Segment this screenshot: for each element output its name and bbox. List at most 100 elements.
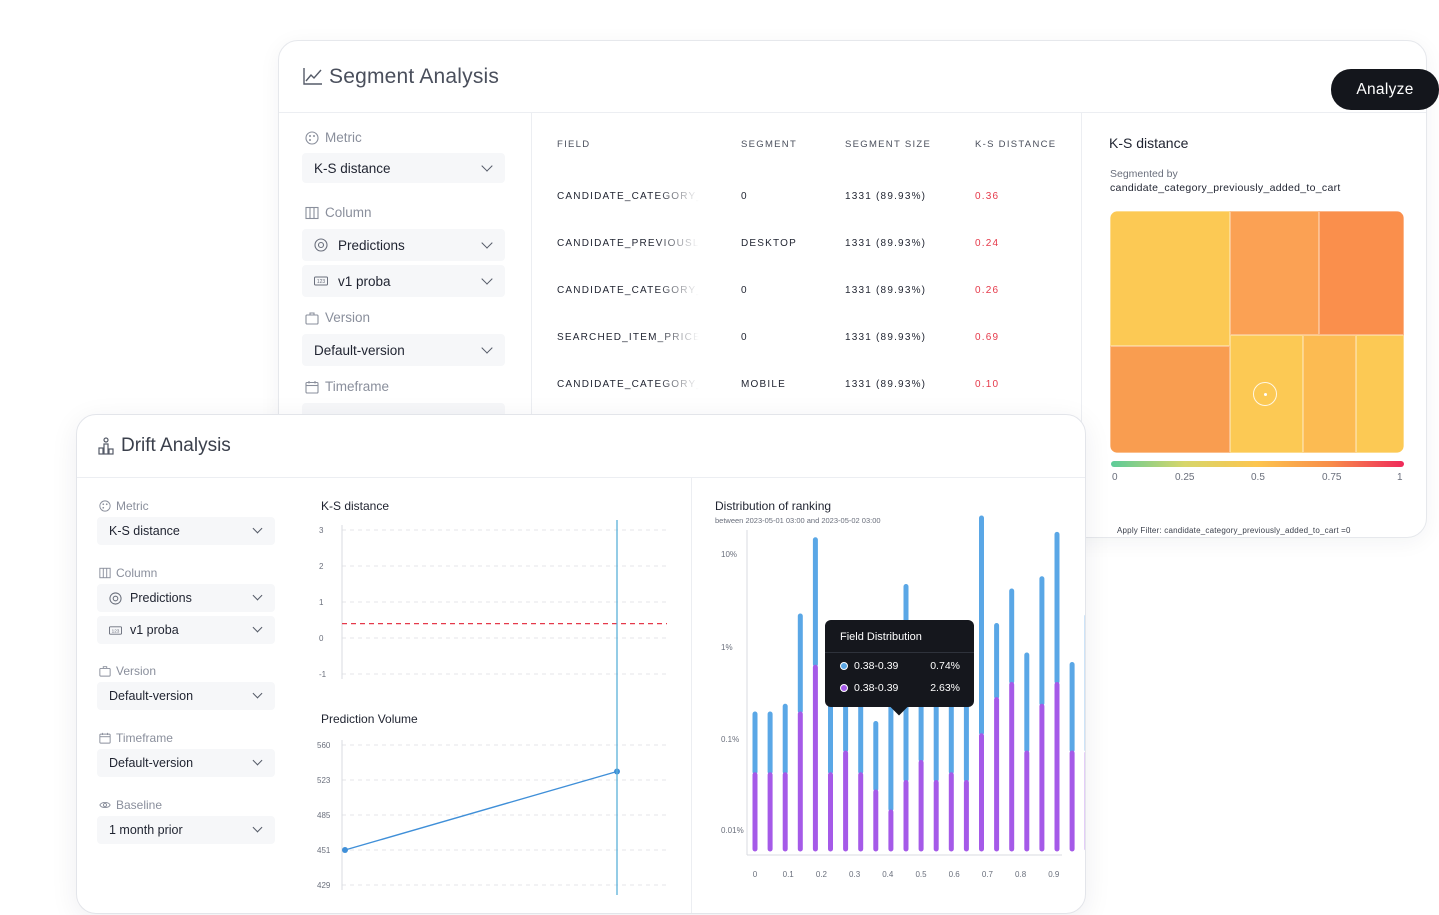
version-select[interactable]: Default-version xyxy=(97,682,275,710)
cell-field: CANDIDATE_PREVIOUSLY xyxy=(557,238,699,249)
briefcase-icon xyxy=(305,311,319,325)
volume-chart-title: Prediction Volume xyxy=(321,712,418,726)
tooltip-row-label: 0.38-0.39 xyxy=(854,682,899,694)
column-select-2-value: v1 proba xyxy=(338,273,391,289)
metric-label-text: Metric xyxy=(116,499,149,513)
cell-segment: 0 xyxy=(741,332,748,343)
segment-analysis-header: Segment Analysis xyxy=(279,41,1426,113)
y-tick-label: 429 xyxy=(317,881,331,890)
baseline-select[interactable]: 1 month prior xyxy=(97,816,275,844)
cell-field: SEARCHED_ITEM_PRICE_ xyxy=(557,332,699,343)
treemap-cell[interactable] xyxy=(1303,335,1356,453)
timeframe-select[interactable]: Default-version xyxy=(97,749,275,777)
balance-icon xyxy=(98,437,114,455)
column-select-1-value: Predictions xyxy=(130,591,192,605)
ks-distance-chart[interactable]: 3 2 1 0 -1 xyxy=(317,520,677,700)
cell-field: CANDIDATE_CATEGORY_ xyxy=(557,379,699,390)
metric-select[interactable]: K-S distance xyxy=(302,153,505,183)
table-header-segment-size: SEGMENT SIZE xyxy=(845,139,932,150)
segmented-by-label: Segmented by xyxy=(1110,168,1178,180)
x-tick-label: 0.2 xyxy=(816,870,828,879)
metric-label: Metric xyxy=(305,130,362,145)
chevron-down-icon xyxy=(252,590,263,601)
field-distribution-tooltip: Field Distribution 0.38-0.39 0.74% 0.38-… xyxy=(825,620,974,707)
treemap-cell[interactable] xyxy=(1319,211,1404,335)
tooltip-row-value: 0.74% xyxy=(930,660,960,672)
treemap-cell[interactable] xyxy=(1110,346,1230,453)
drift-analysis-title: Drift Analysis xyxy=(121,435,231,456)
data-point xyxy=(342,847,348,853)
palette-icon xyxy=(305,130,319,145)
column-select-1[interactable]: Predictions xyxy=(302,229,505,261)
distribution-chart[interactable]: 10% 1% 0.1% 0.01% 0 0.1 0.2 0.3 0.4 0.5 0.6 0.7 0.8 0… xyxy=(707,515,1085,905)
x-tick-label: 0.7 xyxy=(982,870,994,879)
treemap-cell[interactable] xyxy=(1356,335,1404,453)
column-label-text: Column xyxy=(116,566,158,580)
column-select-1[interactable]: Predictions xyxy=(97,584,275,612)
ks-treemap[interactable] xyxy=(1110,211,1404,453)
y-tick-label: -1 xyxy=(319,670,327,679)
chevron-down-icon xyxy=(481,342,493,354)
timeframe-label-text: Timeframe xyxy=(325,379,390,394)
x-tick-label: 0.9 xyxy=(1048,870,1060,879)
ks-chart-title: K-S distance xyxy=(321,499,390,513)
cell-ks: 0.69 xyxy=(975,332,1000,343)
timeframe-label: Timeframe xyxy=(99,731,173,745)
y-tick-label: 523 xyxy=(317,776,331,785)
drift-analysis-card: Drift Analysis Metric K-S distance Colum… xyxy=(76,414,1086,914)
column-label: Column xyxy=(305,205,372,220)
numeric-icon: 123 xyxy=(109,625,122,635)
chevron-down-icon xyxy=(252,822,263,833)
columns-icon xyxy=(305,206,319,219)
scale-label: 0.5 xyxy=(1251,472,1265,483)
svg-text:123: 123 xyxy=(317,279,326,285)
table-header-field: FIELD xyxy=(557,139,591,150)
y-tick-label: 0 xyxy=(319,634,324,643)
chevron-down-icon xyxy=(481,237,493,249)
baseline-label: Baseline xyxy=(99,798,162,812)
scale-label: 0.25 xyxy=(1175,472,1195,483)
table-header-segment: SEGMENT xyxy=(741,139,798,150)
cell-field: CANDIDATE_CATEGORY_ xyxy=(557,191,699,202)
cell-ks: 0.10 xyxy=(975,379,1000,390)
chevron-down-icon xyxy=(252,622,263,633)
cell-segment: MOBILE xyxy=(741,379,786,390)
cell-size: 1331 (89.93%) xyxy=(845,379,927,390)
column-select-2[interactable]: 123 v1 proba xyxy=(302,265,505,297)
y-tick-label: 1% xyxy=(721,643,733,652)
cell-segment: 0 xyxy=(741,285,748,296)
eye-icon xyxy=(99,801,111,809)
y-tick-label: 10% xyxy=(721,550,737,559)
version-label-text: Version xyxy=(325,310,371,325)
version-select-value: Default-version xyxy=(314,342,405,358)
treemap-cell[interactable] xyxy=(1110,211,1230,346)
chevron-down-icon xyxy=(252,523,263,534)
x-tick-label: 0.3 xyxy=(849,870,861,879)
apply-filter-link[interactable]: Apply Filter: candidate_category_previou… xyxy=(1117,526,1351,535)
column-label-text: Column xyxy=(325,205,372,220)
chevron-down-icon xyxy=(252,755,263,766)
y-tick-label: 560 xyxy=(317,741,331,750)
treemap-cell[interactable] xyxy=(1230,211,1319,335)
calendar-icon xyxy=(99,732,111,744)
cell-field: CANDIDATE_CATEGORY_ xyxy=(557,285,699,296)
x-tick-label: 0.8 xyxy=(1015,870,1027,879)
cell-ks: 0.24 xyxy=(975,238,1000,249)
divider xyxy=(1081,113,1082,537)
divider xyxy=(531,113,532,537)
column-select-2[interactable]: 123 v1 proba xyxy=(97,616,275,644)
cell-segment: DESKTOP xyxy=(741,238,798,249)
scale-label: 1 xyxy=(1397,472,1403,483)
x-tick-label: 0.1 xyxy=(783,870,795,879)
cell-segment: 0 xyxy=(741,191,748,202)
x-tick-label: 0.5 xyxy=(915,870,927,879)
prediction-volume-chart[interactable]: 560 523 485 451 429 xyxy=(317,700,677,900)
target-icon xyxy=(109,591,122,605)
analyze-button[interactable]: Analyze xyxy=(1331,69,1439,110)
metric-select[interactable]: K-S distance xyxy=(97,517,275,545)
scale-label: 0.75 xyxy=(1322,472,1342,483)
line-chart-icon xyxy=(303,68,322,85)
version-label: Version xyxy=(305,310,370,325)
version-select[interactable]: Default-version xyxy=(302,334,505,366)
y-tick-label: 2 xyxy=(319,562,324,571)
